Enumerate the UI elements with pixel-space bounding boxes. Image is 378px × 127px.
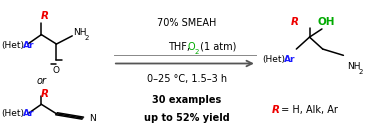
Text: 2: 2 (194, 49, 199, 55)
Text: Ar: Ar (23, 41, 34, 50)
Text: 2: 2 (358, 69, 363, 75)
Text: = H, Alk, Ar: = H, Alk, Ar (278, 105, 338, 115)
Text: O: O (187, 42, 195, 52)
Text: R: R (41, 89, 49, 99)
Text: Ar: Ar (284, 55, 295, 64)
Text: N: N (90, 114, 96, 123)
Text: (1 atm): (1 atm) (197, 42, 236, 52)
Text: R: R (272, 105, 280, 115)
Text: or: or (36, 76, 46, 86)
Text: OH: OH (317, 17, 335, 27)
Text: up to 52% yield: up to 52% yield (144, 113, 230, 123)
Text: Ar: Ar (23, 109, 34, 118)
Text: 0–25 °C, 1.5–3 h: 0–25 °C, 1.5–3 h (147, 74, 227, 84)
Text: NH: NH (73, 28, 87, 37)
Text: 2: 2 (84, 35, 89, 41)
Text: 70% SMEAH: 70% SMEAH (157, 18, 217, 28)
Text: (Het): (Het) (2, 109, 25, 118)
Text: THF,: THF, (167, 42, 193, 52)
Text: 30 examples: 30 examples (152, 95, 222, 105)
Text: R: R (290, 17, 299, 27)
Text: (Het): (Het) (262, 55, 285, 64)
Text: O: O (53, 66, 60, 75)
Text: NH: NH (347, 62, 361, 71)
Text: R: R (41, 11, 49, 21)
Text: (Het): (Het) (2, 41, 25, 50)
